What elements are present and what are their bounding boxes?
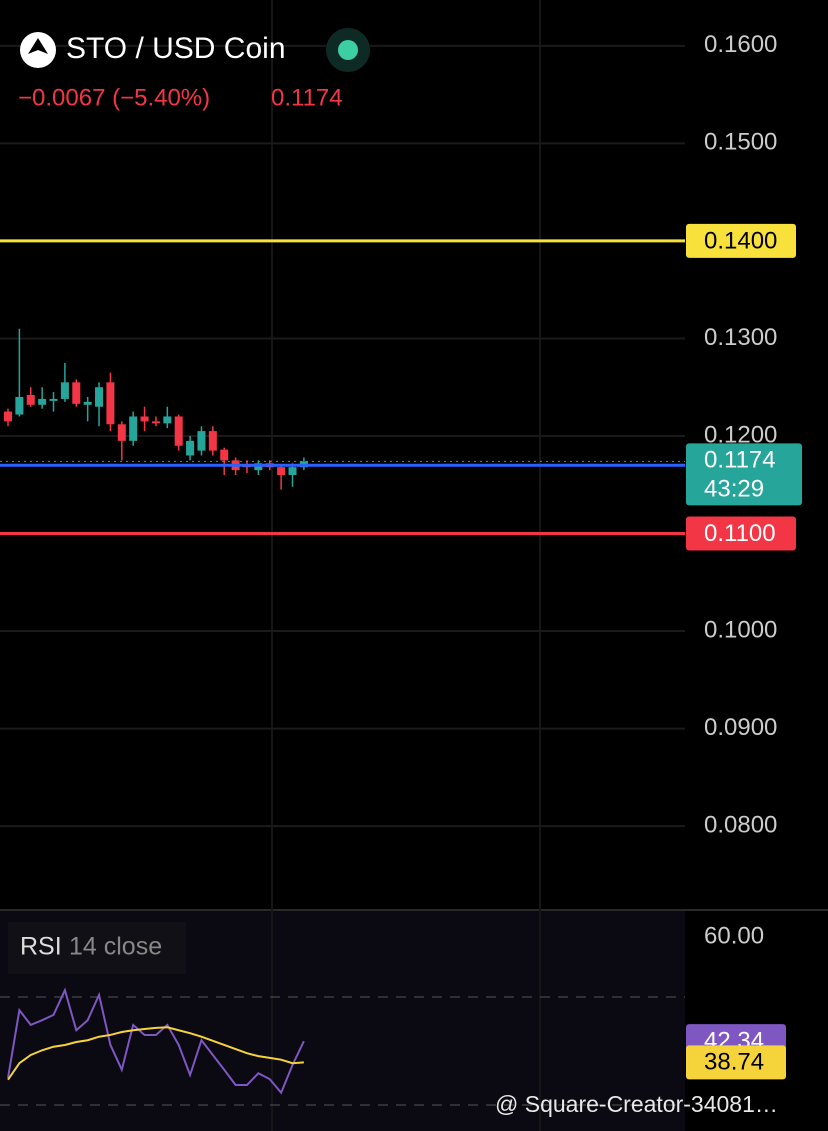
y-tick-label: 0.1500	[704, 129, 777, 156]
last-price-badge	[686, 443, 802, 506]
candle-body	[83, 401, 92, 405]
rsi-line	[7, 987, 305, 1095]
last-price-label: 0.1174	[704, 447, 776, 474]
level-badge	[686, 516, 796, 551]
status-dot	[338, 40, 358, 60]
y-tick-label: 0.1000	[704, 616, 777, 643]
candle-body	[208, 431, 217, 451]
candle-body	[197, 431, 206, 451]
candle-body	[15, 396, 24, 415]
rsi-params: 14 close	[69, 933, 162, 961]
candle-body	[288, 467, 297, 475]
y-tick-label: 0.0900	[704, 714, 777, 741]
y-tick-label: 0.1300	[704, 324, 777, 351]
plot: 0.16000.15000.13000.12000.10000.09000.08…	[0, 31, 802, 1095]
value-badge-label: 38.74	[704, 1049, 764, 1076]
candle-body	[129, 416, 138, 441]
coin-icon-glyph	[28, 38, 48, 54]
chart-title: STO / USD Coin	[66, 32, 286, 65]
y-tick-label: 0.0800	[704, 811, 777, 838]
candle-body	[277, 467, 286, 475]
rsi-line	[7, 1026, 304, 1081]
price-change: −0.0067 (−5.40%)	[18, 84, 210, 111]
candle-body	[72, 382, 81, 404]
value-badge	[686, 1045, 786, 1080]
candle-body	[163, 416, 172, 424]
rsi-legend-bg	[8, 922, 186, 974]
level-label: 0.1400	[704, 227, 777, 254]
candle-body	[4, 411, 12, 422]
level-badge	[686, 223, 796, 258]
last-price: 0.1174	[271, 84, 343, 111]
level-label: 0.1100	[704, 520, 776, 547]
candle-body	[117, 424, 126, 441]
candle-body	[186, 440, 195, 456]
y-tick-label: 60.00	[704, 922, 764, 949]
rsi-title: RSI	[20, 933, 62, 961]
candle-body	[95, 387, 104, 407]
candle-body	[38, 398, 47, 405]
watermark: @ Square-Creator-34081…	[495, 1091, 778, 1117]
candle-body	[140, 416, 149, 422]
candle-body	[174, 416, 183, 446]
candle-body	[49, 398, 58, 401]
y-tick-label: 0.1600	[704, 31, 777, 58]
candle-body	[60, 382, 69, 399]
candle-body	[26, 395, 35, 405]
countdown: 43:29	[704, 476, 764, 503]
candle-body	[106, 382, 115, 425]
candle-body	[220, 449, 229, 461]
candle-body	[151, 421, 160, 424]
